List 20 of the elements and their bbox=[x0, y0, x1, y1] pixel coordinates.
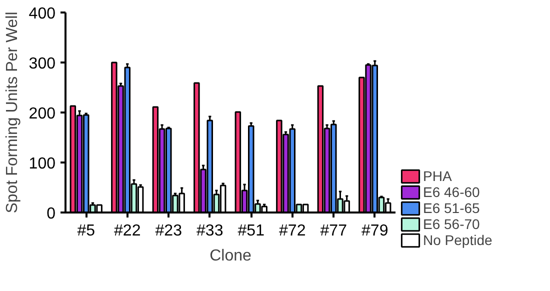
x-tick-label: #72 bbox=[279, 222, 306, 240]
legend-label: E6 46-60 bbox=[423, 184, 480, 200]
legend-label: No Peptide bbox=[423, 232, 492, 248]
y-tick-label: 200 bbox=[28, 106, 56, 122]
x-tick-label: #5 bbox=[77, 222, 96, 240]
x-tick-label: #77 bbox=[320, 222, 348, 240]
y-tick-label: 0 bbox=[46, 206, 56, 222]
x-tick-label: #22 bbox=[114, 222, 141, 240]
x-tick-label: #23 bbox=[155, 222, 182, 240]
x-tick-label: #33 bbox=[196, 222, 224, 240]
y-tick-label: 400 bbox=[28, 6, 56, 22]
y-axis-title: Spot Forming Units Per Well bbox=[4, 12, 21, 214]
y-tick-label: 300 bbox=[28, 56, 56, 72]
x-axis-title: Clone bbox=[210, 248, 252, 264]
x-tick-label: #79 bbox=[362, 222, 388, 240]
x-tick-label: #51 bbox=[238, 222, 265, 240]
legend-label: E6 51-65 bbox=[423, 200, 480, 216]
y-tick-label: 100 bbox=[28, 156, 56, 172]
legend-label: E6 56-70 bbox=[423, 216, 480, 232]
legend-label: PHA bbox=[423, 168, 452, 184]
